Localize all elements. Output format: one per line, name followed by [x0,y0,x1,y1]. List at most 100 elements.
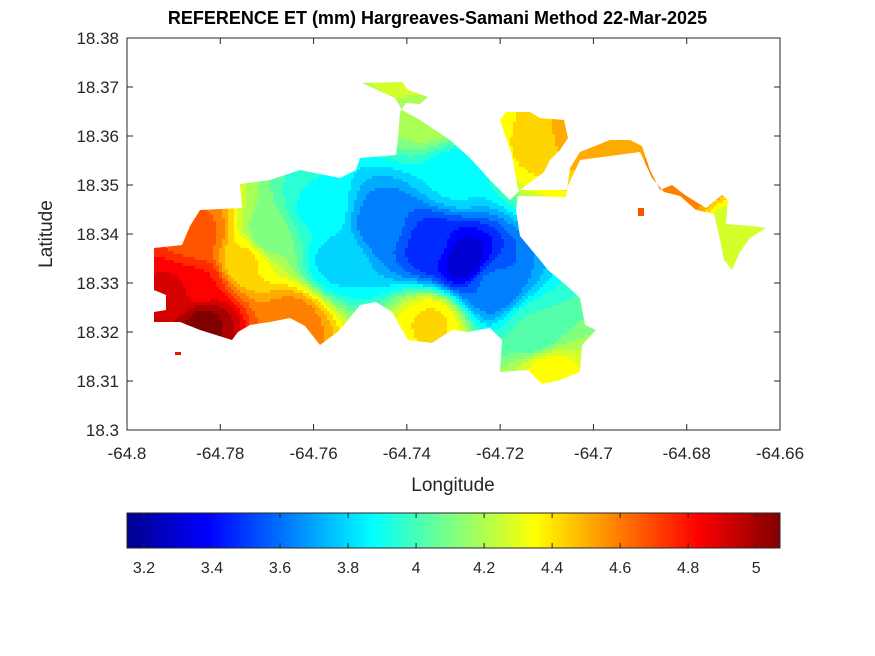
heat-cell [393,82,396,83]
heat-cell [540,146,543,149]
heat-cell [405,140,408,143]
heat-cell [423,98,426,101]
heat-cell [621,143,624,146]
heat-cell [510,131,513,134]
heat-cell [516,143,519,146]
heat-cell [534,143,537,146]
heat-cell [429,128,432,131]
heat-cell [528,128,531,131]
heat-cell [522,128,525,131]
heat-cell [381,83,384,86]
heat-cell [432,131,435,134]
heat-cell [603,143,606,146]
heat-cell [534,128,537,131]
heat-cell [534,125,537,128]
heat-cell [561,119,564,122]
heat-cell [561,134,564,137]
heat-cell [417,119,420,122]
heat-cell [519,134,522,137]
heat-cell [408,134,411,137]
heat-cell [396,149,399,152]
heat-cell [531,116,534,119]
heat-cell [396,92,399,95]
heat-cell [444,149,447,152]
heat-cell [417,149,420,152]
heat-cell [513,134,516,137]
heat-cell [453,143,456,146]
heat-cell [513,143,516,146]
heat-cell [420,140,423,143]
heat-cell [417,134,420,137]
heat-cell [537,143,540,146]
heat-cell [420,143,423,146]
heat-cell [531,113,534,116]
heat-cell [522,140,525,143]
heat-cell [633,149,636,152]
heat-cell [411,119,414,122]
heat-cell [369,83,372,86]
heat-cell [630,149,633,152]
heat-cell [405,95,408,98]
heat-cell [540,119,543,122]
heat-cell [387,92,390,95]
heat-cell [552,128,555,131]
heat-cell [507,134,510,137]
heat-cell [621,140,624,143]
heat-cell [546,125,549,128]
heat-cell [537,122,540,125]
heat-cell [594,149,597,152]
heat-cell [408,140,411,143]
heat-cell [408,95,411,98]
heat-cell [399,82,402,83]
heat-cell [552,134,555,137]
heat-cell [423,95,426,98]
heat-cell [546,128,549,131]
heat-cell [441,143,444,146]
heat-cell [510,119,513,122]
heat-cell [546,122,549,125]
heat-cell [639,146,642,149]
heat-cell [417,128,420,131]
heat-cell [507,113,510,116]
heat-cell [408,149,411,152]
heat-cell [420,146,423,149]
heat-cell [396,82,399,83]
heat-cell [531,131,534,134]
heat-cell [606,146,609,149]
heat-cell [534,131,537,134]
heat-cell [423,146,426,149]
heat-cell [531,137,534,140]
heat-cell [609,140,612,143]
heat-cell [399,131,402,134]
heat-cell [615,146,618,149]
heat-cell [408,98,411,101]
heat-cell [426,146,429,149]
heat-cell [516,131,519,134]
heat-cell [426,140,429,143]
heat-cell [525,134,528,137]
heat-cell [543,143,546,146]
heat-cell [387,83,390,86]
heat-cell [561,128,564,131]
heat-cell [420,98,423,101]
heat-cell [546,146,549,149]
heat-cell [420,101,423,104]
heat-cell [624,149,627,152]
heat-cell [411,92,414,95]
heat-cell [414,131,417,134]
heat-cell [417,146,420,149]
heat-cell [609,149,612,152]
heat-cell [501,122,504,125]
heat-cell [609,143,612,146]
heat-cell [414,146,417,149]
heat-cell [564,134,567,137]
heat-cell [558,140,561,143]
heat-cell [519,137,522,140]
heat-cell [408,125,411,128]
heat-cell [552,140,555,143]
heat-cell [432,143,435,146]
heat-cell [438,137,441,140]
heat-cell [519,146,522,149]
heat-cell [420,134,423,137]
